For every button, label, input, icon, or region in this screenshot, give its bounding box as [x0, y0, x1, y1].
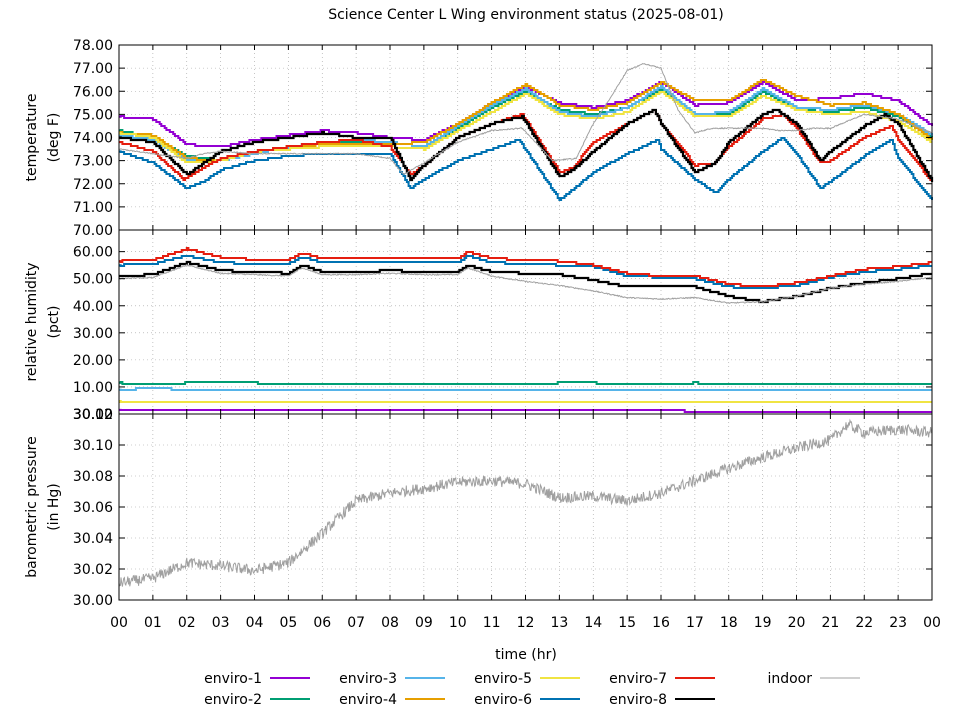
x-tick-label: 19: [754, 615, 772, 631]
y-tick-label: 30.10: [73, 438, 113, 454]
y-tick-label: 40.00: [73, 299, 113, 315]
x-tick-label: 00: [110, 615, 128, 631]
y-tick-label: 30.12: [73, 407, 113, 423]
series-line-enviro-7-humidity: [119, 247, 932, 287]
x-tick-label: 08: [381, 615, 399, 631]
y-tick-label-overlap: 30.00: [73, 407, 113, 423]
x-tick-label: 11: [483, 615, 501, 631]
y-tick-label: 77.00: [73, 61, 113, 77]
legend-label: enviro-2: [204, 692, 262, 708]
series-line-indoor-humidity: [118, 264, 933, 305]
chart-title: Science Center L Wing environment status…: [328, 7, 724, 23]
x-tick-label: 04: [246, 615, 264, 631]
x-tick-label: 02: [178, 615, 196, 631]
series-line-enviro-8-temperature: [119, 108, 934, 182]
x-tick-label: 20: [788, 615, 806, 631]
legend-label: enviro-5: [474, 671, 532, 687]
series-line-enviro-5-temperature: [119, 91, 932, 163]
series-line-enviro-3-temperature: [119, 85, 933, 161]
y-tick-label: 72.00: [73, 177, 113, 193]
y-tick-label: 60.00: [73, 245, 113, 261]
legend-label: enviro-8: [609, 692, 667, 708]
legend-item-enviro-3: enviro-3: [339, 671, 445, 687]
panel-temperature: 70.00 71.00 72.00 73.00 74.00 75.00 76.00 77.00…: [24, 38, 934, 239]
y-tick-label: 30.06: [73, 500, 113, 516]
x-tick-label: 06: [313, 615, 331, 631]
y-tick-label: 78.00: [73, 38, 113, 54]
legend-label: enviro-1: [204, 671, 262, 687]
y-tick-label: 30.02: [73, 562, 113, 578]
y-axis-title-humidity: relative humidity: [24, 262, 40, 381]
x-tick-label: 12: [517, 615, 535, 631]
series-line-enviro-2-humidity: [119, 381, 932, 385]
y-tick-label-overlap: 30.02: [73, 407, 113, 423]
y-tick-label: 73.00: [73, 154, 113, 170]
legend-item-enviro-6: enviro-6: [474, 692, 580, 708]
y-tick-label: 30.00: [73, 326, 113, 342]
y-tick-label: 30.00: [73, 593, 113, 609]
y-tick-label: 74.00: [73, 131, 113, 147]
legend-item-enviro-7: enviro-7: [609, 671, 715, 687]
legend: enviro-1 enviro-3 enviro-5 enviro-7 indoor en…: [204, 671, 860, 708]
legend-item-enviro-5: enviro-5: [474, 671, 580, 687]
x-tick-label: 14: [584, 615, 602, 631]
legend-item-enviro-8: enviro-8: [609, 692, 715, 708]
legend-item-enviro-1: enviro-1: [204, 671, 310, 687]
legend-item-enviro-2: enviro-2: [204, 692, 310, 708]
y-tick-label: 75.00: [73, 107, 113, 123]
x-tick-label: 00: [923, 615, 941, 631]
legend-item-enviro-4: enviro-4: [339, 692, 445, 708]
x-tick-label: 16: [652, 615, 670, 631]
x-axis-title: time (hr): [495, 647, 557, 663]
y-axis-title-temperature: (deg F): [46, 113, 62, 163]
series-line-enviro-6-humidity: [119, 255, 932, 289]
series-line-enviro-6-temperature: [119, 137, 933, 201]
x-tick-label: 09: [415, 615, 433, 631]
legend-item-indoor: indoor: [767, 671, 860, 687]
x-tick-label: 03: [212, 615, 230, 631]
legend-label: enviro-7: [609, 671, 667, 687]
x-tick-label: 22: [855, 615, 873, 631]
x-tick-label: 15: [618, 615, 636, 631]
legend-label: enviro-4: [339, 692, 397, 708]
y-tick-label: 71.00: [73, 200, 113, 216]
series-line-enviro-7-temperature: [119, 109, 933, 182]
x-tick-label: 07: [347, 615, 365, 631]
x-tick-label: 10: [449, 615, 467, 631]
y-axis-title-humidity: (pct): [46, 306, 62, 339]
x-tick-label: 18: [720, 615, 738, 631]
x-tick-label: 05: [279, 615, 297, 631]
y-tick-label: 30.08: [73, 469, 113, 485]
y-axis-title-temperature: temperature: [24, 94, 40, 182]
panel-pressure: 30.0030.0230.0430.0630.0830.1030.1230.00…: [24, 407, 933, 609]
y-tick-label: 20.00: [73, 353, 113, 369]
y-tick-label: 10.00: [73, 380, 113, 396]
x-tick-labels: 00 01 02 03 04 05 06 07 08 09 10 11 12 13 14 15 16 17 18 19…: [110, 615, 941, 631]
series-line-indoor-pressure: [118, 418, 933, 587]
x-tick-label: 21: [821, 615, 839, 631]
chart-panels: 70.00 71.00 72.00 73.00 74.00 75.00 76.00 77.00…: [24, 38, 941, 631]
legend-label: enviro-3: [339, 671, 397, 687]
y-tick-label: 50.00: [73, 272, 113, 288]
legend-label: indoor: [767, 671, 812, 687]
panel-humidity: 10.00 20.00 30.00 40.00 50.00 60.00 relative h…: [24, 229, 933, 415]
y-tick-label: 76.00: [73, 84, 113, 100]
x-tick-label: 17: [686, 615, 704, 631]
series-line-enviro-3-humidity: [119, 387, 932, 391]
y-axis-title-pressure: (in Hg): [46, 483, 62, 531]
y-tick-label: 30.04: [73, 531, 113, 547]
y-axis-title-pressure: barometric pressure: [24, 436, 40, 577]
series-line-enviro-5-humidity: [119, 400, 932, 403]
series-line-enviro-8-humidity: [119, 260, 932, 304]
legend-label: enviro-6: [474, 692, 532, 708]
y-tick-label: 70.00: [73, 223, 113, 239]
x-tick-label: 13: [550, 615, 568, 631]
series-line-indoor-temperature: [118, 62, 933, 175]
x-tick-label: 23: [889, 615, 907, 631]
x-tick-label: 01: [144, 615, 162, 631]
